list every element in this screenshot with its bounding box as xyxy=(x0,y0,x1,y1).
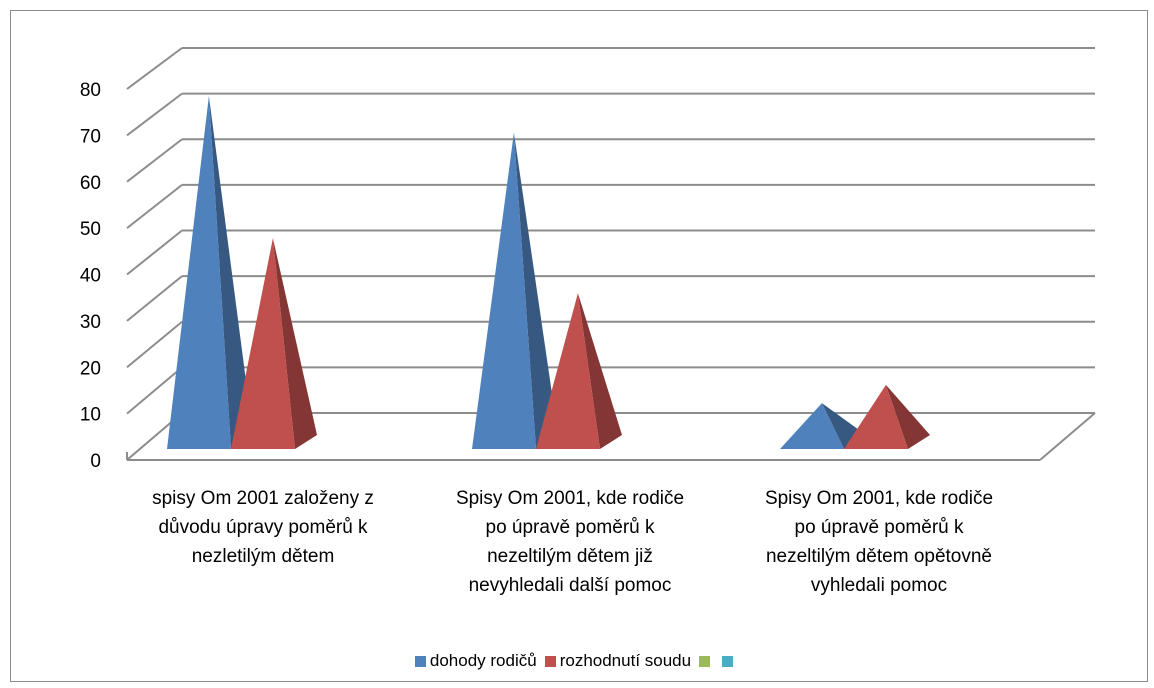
y-tick-label: 30 xyxy=(80,312,101,333)
gridline-side xyxy=(126,138,183,183)
legend-label: dohody rodičů xyxy=(429,651,537,670)
pyramid-side-face xyxy=(208,96,253,449)
y-tick-label: 10 xyxy=(80,405,101,426)
legend-item xyxy=(699,655,714,667)
gridline-side xyxy=(126,47,183,90)
pyramid-side-face xyxy=(885,384,930,449)
legend-item: dohody rodičů xyxy=(414,651,537,671)
gridline-side xyxy=(126,92,183,137)
floor-right-edge xyxy=(1039,412,1096,461)
gridline-side xyxy=(126,366,183,415)
pyramid-side-face xyxy=(272,238,317,449)
y-tick-label: 80 xyxy=(80,80,101,101)
category-label: spisy Om 2001 založeny z důvodu úpravy p… xyxy=(152,488,374,567)
gridline-side xyxy=(126,184,183,229)
pyramid-bar xyxy=(536,293,600,449)
pyramid-bar xyxy=(472,132,536,449)
pyramid-bar xyxy=(780,403,844,449)
pyramid-side-face xyxy=(513,132,558,449)
legend: dohody rodičů rozhodnutí soudu xyxy=(0,651,1154,671)
gridline-side xyxy=(126,320,183,369)
pyramid-side-face xyxy=(577,293,622,449)
category-label: Spisy Om 2001, kde rodiče po úpravě pomě… xyxy=(455,488,685,596)
gridline-side xyxy=(126,275,183,322)
legend-swatch-blue xyxy=(414,655,426,667)
y-tick-label: 70 xyxy=(80,126,101,147)
gridline-side xyxy=(126,229,183,276)
pyramid-bar xyxy=(167,96,231,449)
legend-swatch-green xyxy=(699,655,711,667)
legend-swatch-red xyxy=(544,655,556,667)
y-tick-label: 0 xyxy=(90,451,101,472)
pyramid-bar xyxy=(844,384,908,449)
legend-item: rozhodnutí soudu xyxy=(544,651,692,671)
category-label: Spisy Om 2001, kde rodiče po úpravě pomě… xyxy=(764,488,994,596)
y-tick-label: 40 xyxy=(80,266,101,287)
y-tick-label: 50 xyxy=(80,219,101,240)
y-tick-label: 60 xyxy=(80,173,101,194)
y-tick-label: 20 xyxy=(80,358,101,379)
legend-swatch-teal xyxy=(722,655,734,667)
pyramid-bar xyxy=(231,238,295,449)
legend-label: rozhodnutí soudu xyxy=(559,651,692,670)
legend-item xyxy=(722,655,737,667)
